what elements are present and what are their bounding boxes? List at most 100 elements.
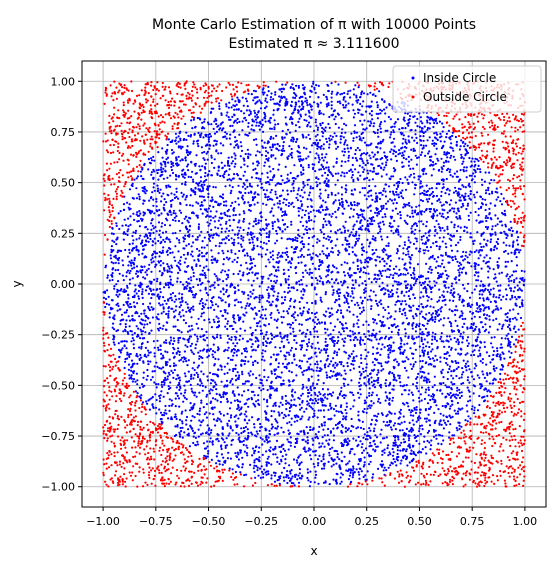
point-inside bbox=[328, 315, 331, 318]
point-inside bbox=[509, 320, 512, 323]
point-inside bbox=[250, 355, 253, 358]
point-inside bbox=[464, 192, 467, 195]
point-inside bbox=[169, 365, 172, 368]
point-inside bbox=[136, 312, 139, 315]
point-inside bbox=[366, 176, 369, 180]
point-inside bbox=[423, 397, 426, 401]
point-inside bbox=[401, 142, 404, 145]
point-inside bbox=[124, 360, 127, 363]
point-inside bbox=[360, 152, 363, 155]
point-inside bbox=[193, 132, 196, 135]
point-inside bbox=[433, 225, 436, 228]
point-inside bbox=[336, 341, 339, 345]
point-inside bbox=[451, 403, 454, 406]
point-inside bbox=[186, 284, 189, 287]
point-inside bbox=[350, 207, 353, 210]
point-inside bbox=[379, 299, 382, 302]
point-inside bbox=[470, 317, 473, 320]
point-inside bbox=[231, 429, 234, 432]
point-inside bbox=[454, 186, 457, 189]
point-inside bbox=[150, 329, 153, 332]
point-inside bbox=[217, 219, 220, 222]
point-inside bbox=[295, 140, 298, 143]
point-inside bbox=[457, 187, 460, 190]
point-inside bbox=[459, 145, 462, 148]
point-inside bbox=[329, 407, 333, 410]
point-inside bbox=[187, 221, 190, 224]
point-inside bbox=[270, 423, 273, 426]
point-inside bbox=[378, 192, 381, 195]
point-inside bbox=[317, 378, 320, 382]
point-inside bbox=[227, 238, 231, 242]
point-inside bbox=[152, 288, 155, 291]
point-inside bbox=[209, 437, 212, 440]
point-inside bbox=[272, 154, 275, 157]
point-inside bbox=[209, 219, 212, 222]
point-inside bbox=[262, 337, 265, 340]
point-inside bbox=[313, 101, 316, 104]
point-inside bbox=[217, 227, 220, 230]
point-inside bbox=[322, 428, 325, 431]
point-inside bbox=[428, 441, 431, 444]
point-inside bbox=[358, 306, 361, 310]
point-inside bbox=[350, 352, 353, 355]
point-inside bbox=[341, 425, 344, 428]
point-inside bbox=[368, 394, 371, 397]
point-inside bbox=[488, 354, 491, 358]
point-inside bbox=[377, 274, 380, 277]
point-inside bbox=[226, 164, 229, 167]
point-inside bbox=[219, 142, 222, 145]
point-inside bbox=[397, 438, 400, 441]
point-inside bbox=[270, 409, 273, 413]
point-inside bbox=[427, 388, 430, 391]
point-inside bbox=[318, 454, 321, 457]
point-inside bbox=[452, 299, 455, 302]
point-inside bbox=[383, 346, 386, 349]
point-inside bbox=[282, 416, 285, 419]
point-inside bbox=[383, 166, 386, 169]
point-inside bbox=[486, 227, 489, 231]
point-inside bbox=[284, 116, 287, 119]
point-inside bbox=[337, 83, 340, 86]
point-inside bbox=[430, 317, 433, 320]
point-inside bbox=[478, 293, 481, 296]
point-inside bbox=[247, 92, 250, 95]
point-inside bbox=[375, 145, 378, 149]
point-inside bbox=[298, 283, 301, 286]
point-inside bbox=[267, 157, 270, 160]
point-inside bbox=[217, 358, 220, 361]
point-inside bbox=[208, 392, 212, 395]
point-inside bbox=[193, 394, 196, 397]
point-inside bbox=[385, 436, 388, 439]
point-inside bbox=[208, 412, 211, 415]
point-inside bbox=[319, 228, 322, 232]
point-inside bbox=[239, 141, 242, 144]
point-inside bbox=[518, 251, 521, 254]
point-inside bbox=[493, 179, 496, 182]
point-inside bbox=[364, 163, 367, 167]
point-inside bbox=[370, 400, 373, 403]
point-inside bbox=[344, 394, 347, 397]
point-inside bbox=[191, 178, 195, 181]
point-inside bbox=[462, 185, 465, 188]
point-inside bbox=[119, 323, 122, 326]
point-inside bbox=[346, 462, 349, 465]
point-inside bbox=[351, 287, 354, 290]
point-inside bbox=[160, 420, 163, 423]
point-inside bbox=[409, 215, 412, 218]
point-inside bbox=[255, 457, 258, 461]
point-inside bbox=[259, 245, 262, 248]
point-inside bbox=[190, 279, 193, 282]
point-inside bbox=[273, 480, 277, 483]
point-inside bbox=[509, 298, 512, 301]
point-inside bbox=[392, 175, 395, 178]
point-inside bbox=[480, 280, 483, 283]
point-inside bbox=[206, 231, 209, 234]
point-inside bbox=[289, 470, 292, 473]
point-inside bbox=[165, 201, 168, 204]
point-inside bbox=[256, 277, 259, 280]
point-inside bbox=[414, 187, 417, 190]
point-inside bbox=[189, 253, 193, 256]
point-inside bbox=[339, 93, 342, 96]
point-inside bbox=[411, 327, 414, 330]
